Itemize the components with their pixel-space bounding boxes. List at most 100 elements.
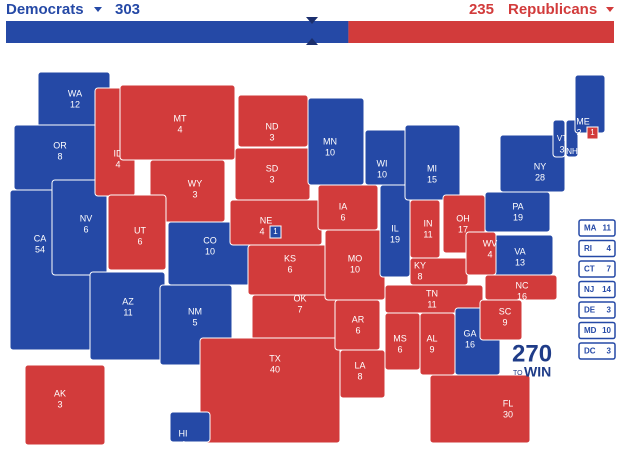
state-votes: 3 xyxy=(269,174,274,184)
state-votes: 13 xyxy=(515,257,525,267)
state-abbr: PA xyxy=(512,201,523,211)
state-abbr: AZ xyxy=(122,296,134,306)
state-votes: 4 xyxy=(487,249,492,259)
rep-caret[interactable] xyxy=(606,7,614,12)
state-abbr: FL xyxy=(503,398,514,408)
dem-caret[interactable] xyxy=(94,7,102,12)
small-state-box[interactable] xyxy=(578,260,616,278)
state-abbr: VA xyxy=(514,246,525,256)
state-votes: 6 xyxy=(397,344,402,354)
state-abbr: NY xyxy=(534,161,547,171)
state-votes: 16 xyxy=(517,291,527,301)
state-votes: 4 xyxy=(177,124,182,134)
state[interactable] xyxy=(107,194,167,271)
small-state-box[interactable] xyxy=(578,301,616,319)
midpoint-marker xyxy=(306,17,318,45)
state-votes: 16 xyxy=(465,339,475,349)
state-votes: 5 xyxy=(192,317,197,327)
state-votes: 6 xyxy=(287,264,292,274)
state-votes: 4 xyxy=(259,226,264,236)
state[interactable] xyxy=(339,349,386,399)
state-votes: 8 xyxy=(357,371,362,381)
dem-label[interactable]: Democrats xyxy=(6,1,84,18)
state[interactable] xyxy=(169,411,211,443)
state-votes: 10 xyxy=(377,169,387,179)
small-state-abbr: DC xyxy=(584,347,596,356)
state-votes: 40 xyxy=(270,364,280,374)
state-abbr: NH xyxy=(566,147,578,156)
dem-bar xyxy=(6,21,349,43)
state-abbr: NM xyxy=(188,306,202,316)
state[interactable] xyxy=(465,231,497,276)
small-state-box[interactable] xyxy=(578,239,616,258)
small-state-votes: 14 xyxy=(602,285,611,294)
split-district[interactable] xyxy=(586,126,599,140)
state-abbr: ME xyxy=(576,116,590,126)
state-abbr: WY xyxy=(188,178,203,188)
state-votes: 28 xyxy=(535,172,545,182)
state-abbr: KY xyxy=(414,260,426,270)
state-abbr: SD xyxy=(266,163,279,173)
logo-small: TO xyxy=(513,370,523,377)
state-votes: 4 xyxy=(115,159,120,169)
state-votes: 8 xyxy=(417,271,422,281)
state[interactable] xyxy=(429,374,531,444)
small-state-votes: 10 xyxy=(602,326,611,335)
split-votes: 1 xyxy=(590,128,595,137)
state-abbr: MS xyxy=(393,333,407,343)
state-abbr: IA xyxy=(339,201,348,211)
state[interactable] xyxy=(419,312,456,376)
state[interactable] xyxy=(24,364,106,446)
state-abbr: WI xyxy=(377,158,388,168)
state-votes: 4 xyxy=(180,439,185,449)
state-abbr: MI xyxy=(427,163,437,173)
state-abbr: CO xyxy=(203,235,217,245)
state[interactable] xyxy=(499,134,566,193)
state-abbr: WA xyxy=(68,88,82,98)
logo: 270 TO WIN xyxy=(512,340,552,379)
state-abbr: NV xyxy=(80,213,93,223)
state-votes: 11 xyxy=(427,299,436,309)
small-state-votes: 7 xyxy=(607,265,612,274)
state-votes: 17 xyxy=(458,224,468,234)
state-abbr: AK xyxy=(54,388,66,398)
state-abbr: TX xyxy=(269,353,281,363)
small-state-abbr: MD xyxy=(584,326,597,335)
state[interactable] xyxy=(317,184,379,231)
state[interactable] xyxy=(51,179,108,276)
state-abbr: MO xyxy=(348,253,363,263)
small-state-box[interactable] xyxy=(578,280,616,299)
small-state-box[interactable] xyxy=(578,219,616,237)
state-votes: 8 xyxy=(57,151,62,161)
state-votes: 12 xyxy=(70,99,80,109)
rep-label[interactable]: Republicans xyxy=(508,1,597,18)
state-votes: 7 xyxy=(297,304,302,314)
state-votes: 3 xyxy=(559,144,564,154)
state-votes: 3 xyxy=(192,189,197,199)
state-votes: 6 xyxy=(137,236,142,246)
state-votes: 3 xyxy=(269,132,274,142)
state-abbr: IN xyxy=(424,218,433,228)
small-state-votes: 3 xyxy=(607,347,612,356)
small-state-votes: 11 xyxy=(603,224,612,233)
logo-word: WIN xyxy=(524,364,551,380)
small-state-box[interactable] xyxy=(578,342,616,360)
state-votes: 9 xyxy=(429,344,434,354)
split-district[interactable] xyxy=(269,225,282,239)
state-votes: 11 xyxy=(423,229,432,239)
state-votes: 9 xyxy=(502,317,507,327)
state-abbr: LA xyxy=(354,360,365,370)
split-votes: 1 xyxy=(273,227,278,236)
rep-total: 235 xyxy=(469,1,494,18)
state-votes: 6 xyxy=(355,325,360,335)
state-votes: 10 xyxy=(350,264,360,274)
state[interactable] xyxy=(552,119,566,158)
small-state-abbr: DE xyxy=(584,306,596,315)
state-abbr: AR xyxy=(352,314,365,324)
small-state-box[interactable] xyxy=(578,321,616,340)
state-abbr: NE xyxy=(260,215,273,225)
state-abbr: ID xyxy=(114,148,124,158)
rep-bar xyxy=(348,21,614,43)
state-abbr: HI xyxy=(179,428,188,438)
